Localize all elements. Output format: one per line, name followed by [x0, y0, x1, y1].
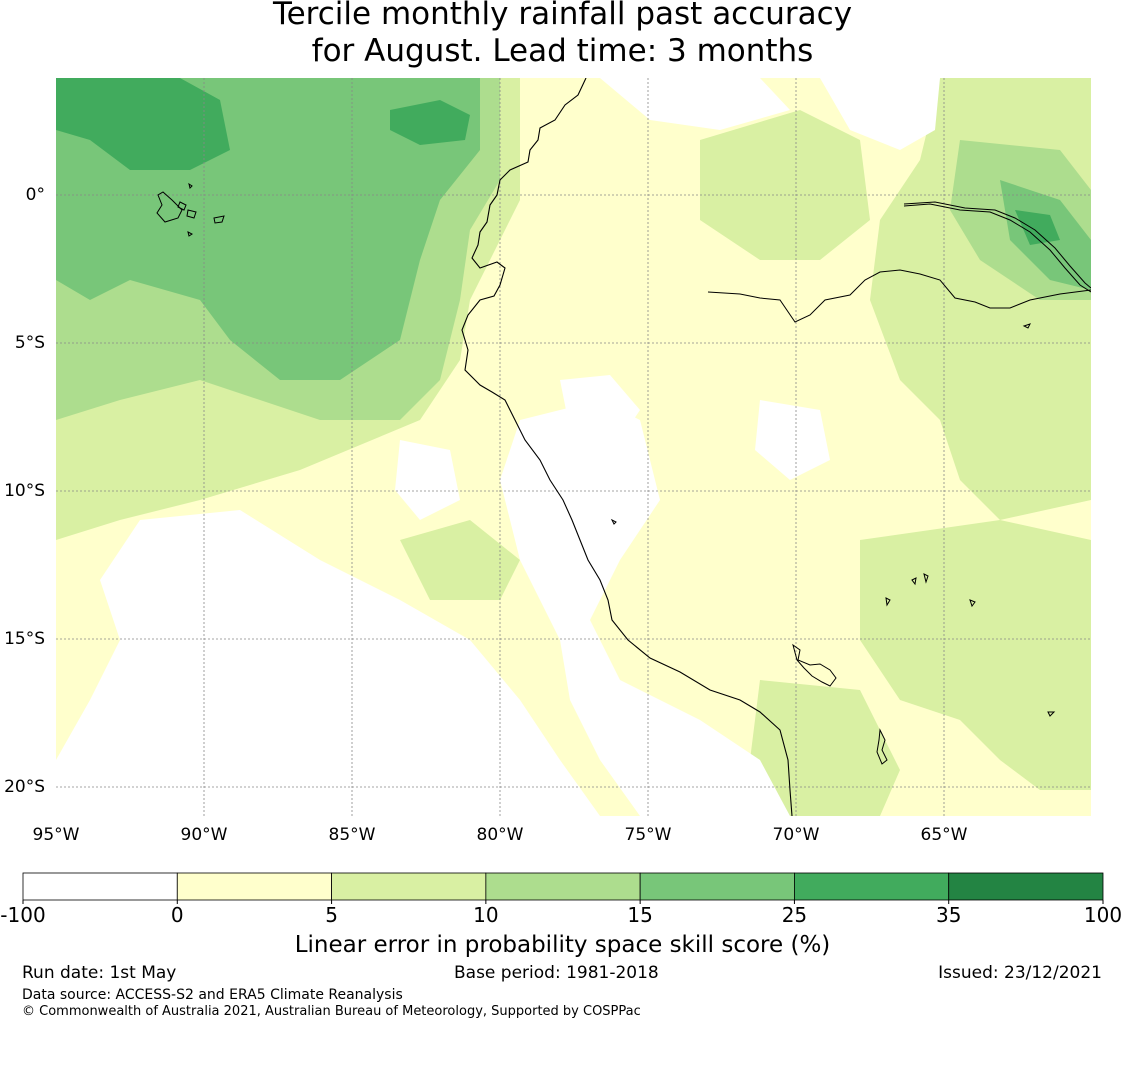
lon-label-80w: 80°W [477, 825, 524, 845]
lat-tick-labels: 0° 5°S 10°S 15°S 20°S [4, 185, 45, 797]
lon-gridlines [203, 78, 945, 816]
colorbar-segment [331, 872, 487, 901]
small-lakes [610, 323, 1056, 717]
skill-score-map [56, 78, 1091, 816]
colorbar-segment [948, 872, 1104, 901]
skill-region-negative [56, 510, 600, 816]
lat-label-20s: 20°S [4, 777, 45, 797]
colorbar-tick-label: 100 [1084, 903, 1122, 927]
amazon-river [903, 203, 1091, 293]
colorbar-tick-label: 35 [936, 903, 961, 927]
title-line-2: for August. Lead time: 3 months [311, 33, 814, 69]
base-period: Base period: 1981-2018 [454, 963, 659, 983]
lake-poopo [876, 728, 888, 765]
skill-region-negative [755, 400, 830, 480]
galapagos-islands [156, 182, 225, 237]
lon-label-85w: 85°W [329, 825, 376, 845]
colorbar-segment [22, 872, 178, 901]
lon-tick-labels: 95°W 90°W 85°W 80°W 75°W 70°W 65°W [33, 825, 968, 845]
colorbar-segment [485, 872, 641, 901]
colorbar-segment [639, 872, 795, 901]
skill-region-negative [600, 78, 790, 130]
map-title: Tercile monthly rainfall past accuracy f… [0, 0, 1125, 70]
skill-region-negative [395, 440, 460, 520]
skill-region-negative [500, 400, 790, 816]
colorbar [22, 872, 1104, 901]
colorbar-tick-label: 25 [782, 903, 807, 927]
lon-label-95w: 95°W [33, 825, 80, 845]
skill-region-25-35 [390, 100, 470, 145]
colorbar-segment [176, 872, 332, 901]
colorbar-tick-label: 15 [627, 903, 652, 927]
lat-label-5s: 5°S [15, 333, 45, 353]
amazon-river [903, 201, 1091, 289]
skill-region-5-10 [700, 110, 870, 260]
lat-gridlines [56, 194, 1091, 788]
colorbar-tick-label: 0 [171, 903, 184, 927]
colorbar-tick-label: 5 [325, 903, 338, 927]
lon-label-75w: 75°W [625, 825, 672, 845]
run-date: Run date: 1st May [22, 963, 177, 983]
skill-region-25-35 [56, 78, 230, 170]
colorbar-tick-label: 10 [473, 903, 498, 927]
lat-label-0: 0° [26, 185, 45, 205]
lon-label-90w: 90°W [181, 825, 228, 845]
lake-titicaca [792, 643, 837, 687]
skill-region-5-10 [400, 520, 520, 600]
colorbar-title: Linear error in probability space skill … [294, 932, 831, 958]
skill-region-negative [560, 375, 640, 440]
lon-label-70w: 70°W [773, 825, 820, 845]
title-line-1: Tercile monthly rainfall past accuracy [272, 0, 853, 32]
issued-date: Issued: 23/12/2021 [938, 963, 1102, 983]
lat-label-15s: 15°S [4, 629, 45, 649]
skill-region-5-10 [860, 520, 1091, 790]
maranon-river [707, 269, 1091, 323]
lon-label-65w: 65°W [921, 825, 968, 845]
skill-region-25-35 [1015, 210, 1060, 245]
skill-region-5-10 [750, 680, 900, 816]
colorbar-tick-labels: -100 0 5 10 15 25 35 100 [0, 900, 1122, 927]
lat-label-10s: 10°S [4, 481, 45, 501]
copyright-notice: © Commonwealth of Australia 2021, Austra… [22, 1004, 641, 1019]
data-source: Data source: ACCESS-S2 and ERA5 Climate … [22, 987, 403, 1003]
colorbar-segment [794, 872, 950, 901]
skill-region-negative [820, 78, 940, 150]
coastline [461, 78, 793, 816]
colorbar-tick-label: -100 [0, 903, 45, 927]
